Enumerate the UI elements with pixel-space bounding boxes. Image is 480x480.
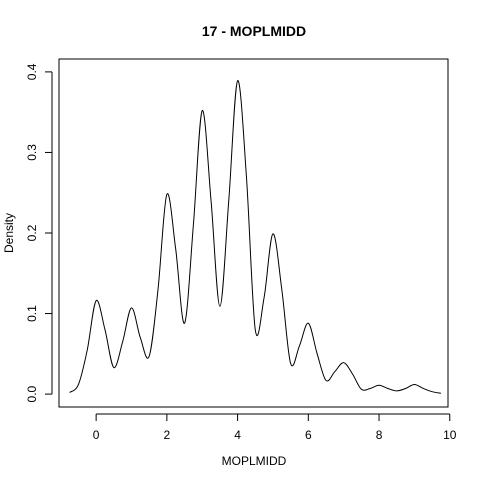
y-tick-label: 0.0: [25, 385, 39, 402]
plot-box: [58, 58, 449, 408]
y-tick-label: 0.2: [25, 224, 39, 241]
chart-title: 17 - MOPLMIDD: [202, 23, 306, 39]
density-line: [69, 80, 442, 394]
y-tick-label: 0.4: [25, 63, 39, 80]
x-tick-label: 2: [164, 428, 171, 442]
x-tick-label: 8: [376, 428, 383, 442]
x-tick-label: 10: [443, 428, 457, 442]
x-tick-label: 6: [305, 428, 312, 442]
x-tick-label: 0: [93, 428, 100, 442]
y-axis-label: Density: [2, 213, 16, 253]
y-axis: 0.0 0.1 0.2 0.3 0.4: [25, 63, 53, 402]
x-tick-label: 4: [234, 428, 241, 442]
x-axis-label: MOPLMIDD: [222, 454, 287, 468]
y-tick-label: 0.1: [25, 305, 39, 322]
y-tick-label: 0.3: [25, 144, 39, 161]
x-axis: 0 2 4 6 8 10: [93, 413, 457, 442]
